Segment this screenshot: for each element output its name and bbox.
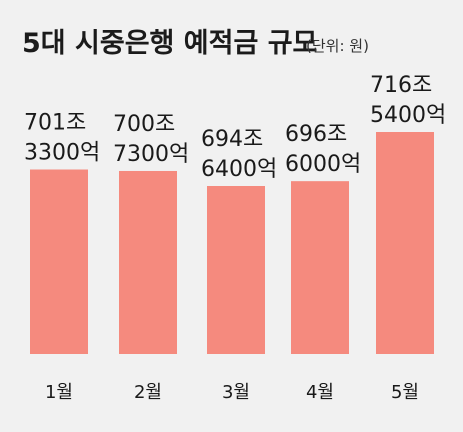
x-axis-ticks: 1월 2월 3월 4월 5월 bbox=[45, 382, 419, 403]
value-label-1-line-1: 701조 bbox=[24, 111, 86, 136]
bar-1 bbox=[30, 169, 88, 354]
x-tick-label-2: 2월 bbox=[134, 382, 162, 403]
bar-2 bbox=[119, 170, 177, 354]
x-tick-label-5: 5월 bbox=[391, 382, 419, 403]
bar-3 bbox=[207, 186, 265, 354]
x-tick-label-4: 4월 bbox=[306, 382, 334, 403]
value-label-5-line-1: 716조 bbox=[370, 73, 432, 98]
value-label-1-line-2: 3300억 bbox=[24, 141, 100, 166]
value-label-4-line-1: 696조 bbox=[285, 122, 347, 147]
bar-5 bbox=[376, 132, 434, 354]
unit-label: (단위: 원) bbox=[306, 37, 369, 55]
value-label-2-line-2: 7300억 bbox=[113, 142, 189, 167]
value-label-3-line-2: 6400억 bbox=[201, 157, 277, 182]
bars-layer bbox=[30, 132, 434, 354]
x-tick-label-3: 3월 bbox=[222, 382, 250, 403]
value-label-4-line-2: 6000억 bbox=[285, 152, 361, 177]
bar-4 bbox=[291, 181, 349, 354]
chart-title: 5대 시중은행 예적금 규모 bbox=[22, 28, 317, 59]
value-labels-layer: 701조 3300억 700조 7300억 694조 6400억 696조 6000억 716조… bbox=[24, 73, 446, 182]
x-tick-label-1: 1월 bbox=[45, 382, 73, 403]
value-label-2-line-1: 700조 bbox=[113, 112, 175, 137]
value-label-3-line-1: 694조 bbox=[201, 127, 263, 152]
value-label-5-line-2: 5400억 bbox=[370, 103, 446, 128]
